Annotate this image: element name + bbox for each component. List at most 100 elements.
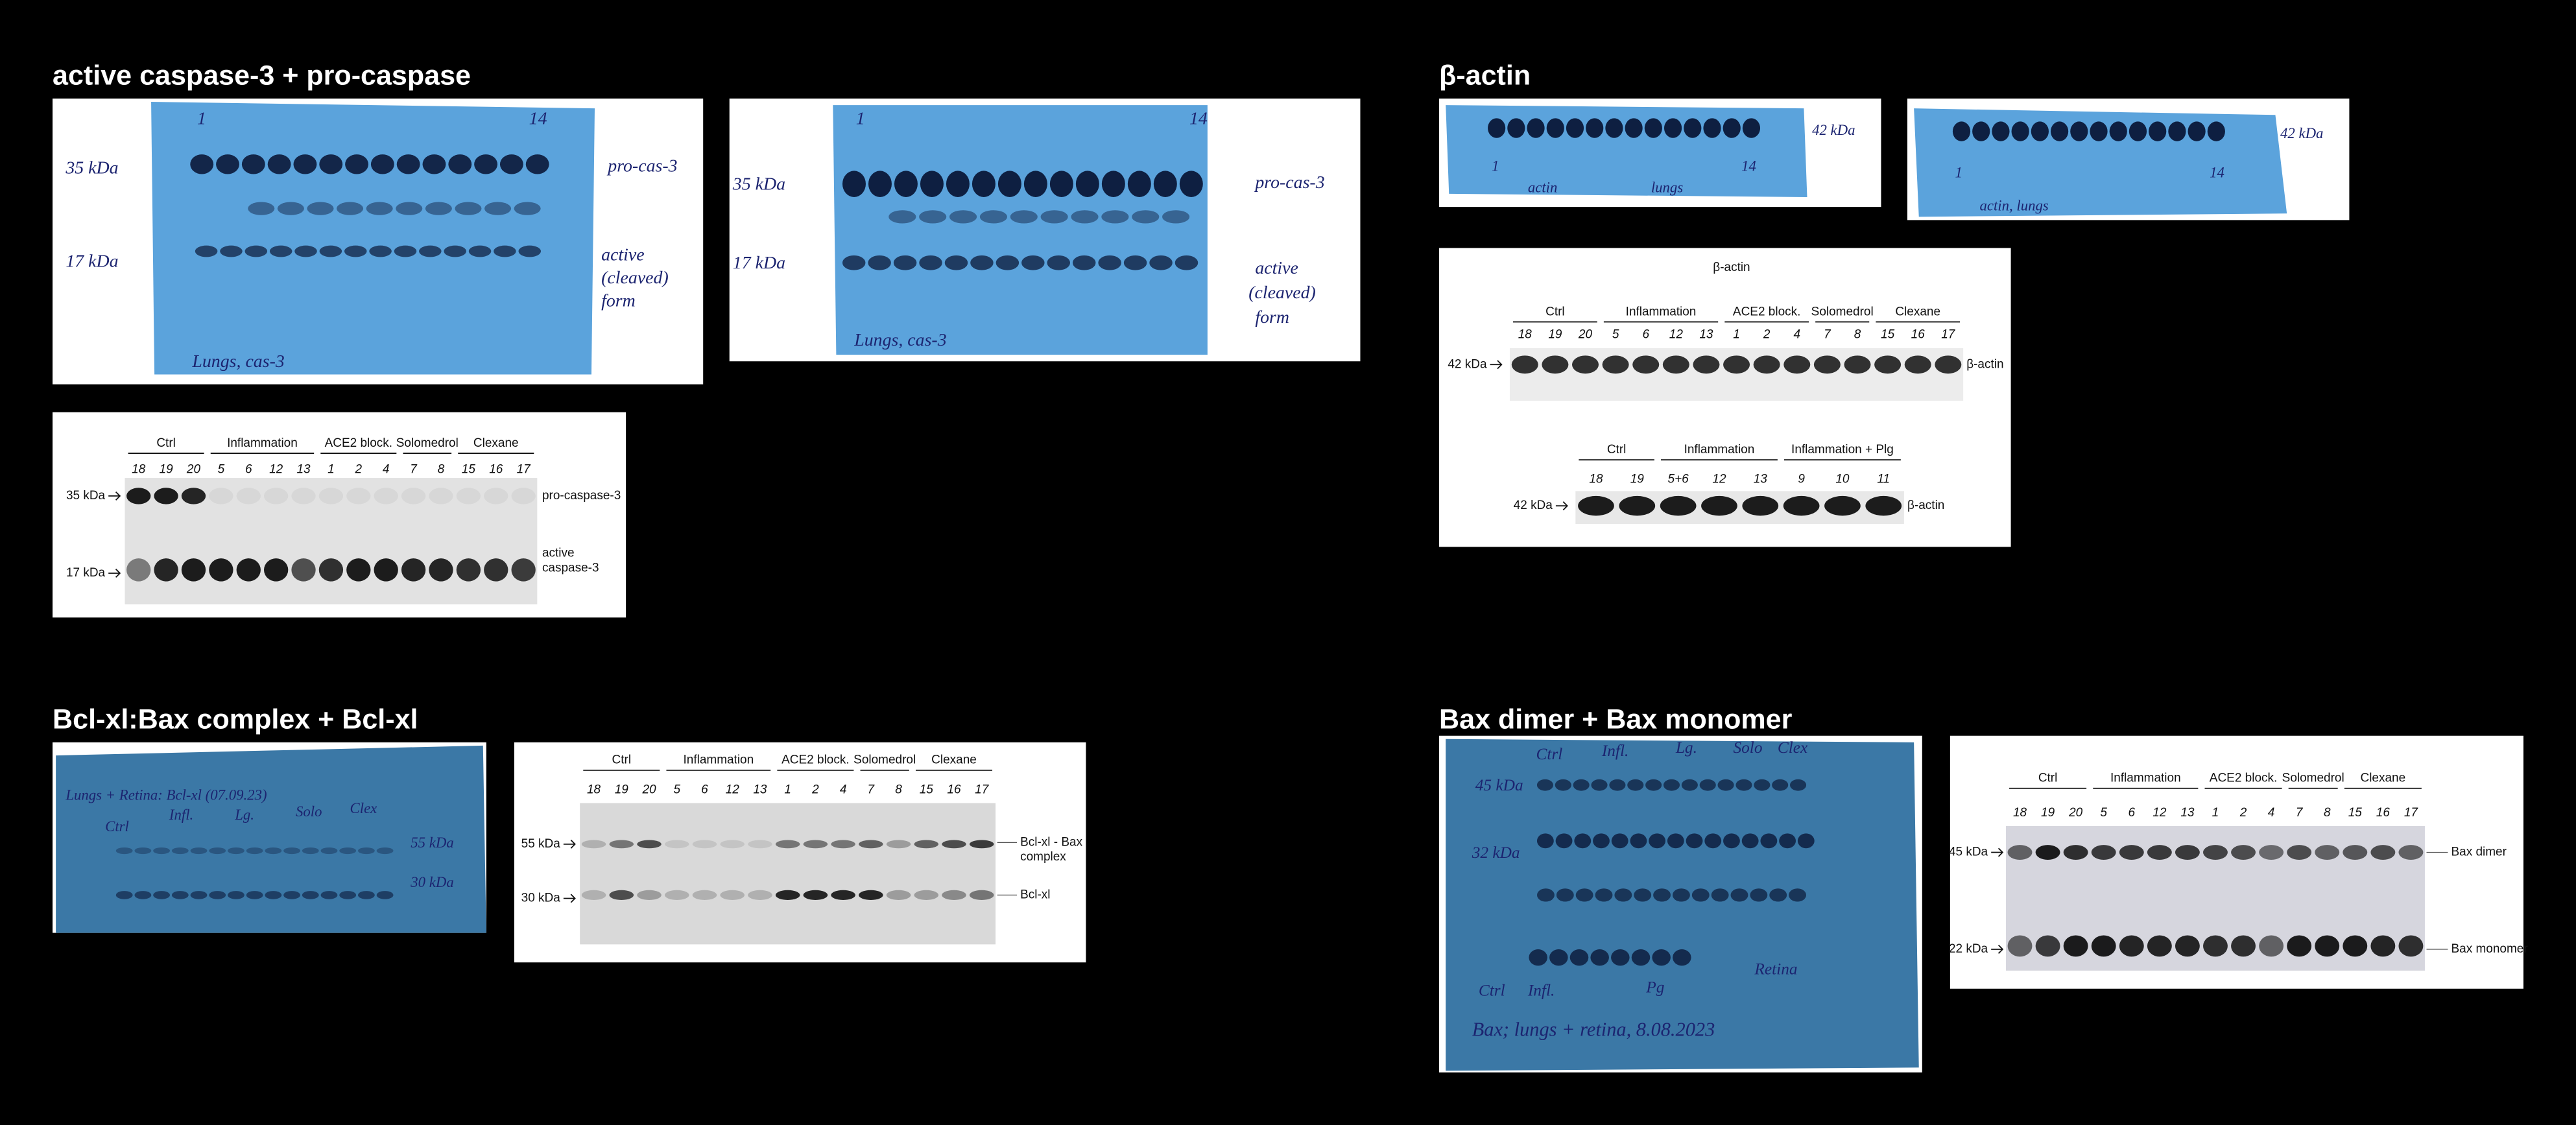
lane-label: 16 bbox=[2376, 806, 2391, 820]
band bbox=[1609, 779, 1626, 791]
band bbox=[1586, 118, 1604, 138]
membrane bbox=[151, 102, 595, 375]
band bbox=[1753, 355, 1780, 374]
lane-label: 2 bbox=[811, 783, 819, 796]
band bbox=[494, 245, 516, 257]
band bbox=[775, 890, 800, 900]
lane-label: 2 bbox=[1763, 328, 1771, 342]
handwritten-note: Lungs + Retina: Bcl-xl (07.09.23) bbox=[65, 787, 267, 803]
band bbox=[2315, 935, 2340, 957]
band bbox=[919, 210, 947, 224]
band bbox=[664, 840, 689, 849]
band bbox=[126, 558, 151, 582]
band bbox=[2119, 935, 2144, 957]
band bbox=[2370, 845, 2396, 860]
handwritten-note: (cleaved) bbox=[601, 268, 669, 288]
handwritten-note: lungs bbox=[1651, 180, 1684, 196]
section-title: active caspase-3 + pro-caspase bbox=[53, 60, 471, 91]
band bbox=[1703, 118, 1721, 138]
band bbox=[1904, 355, 1931, 374]
lane-label: 17 bbox=[1941, 328, 1956, 342]
handwritten-note: 35 kDa bbox=[65, 158, 118, 178]
band bbox=[1075, 171, 1099, 197]
handwritten-note: Infl. bbox=[1601, 742, 1629, 760]
band bbox=[1132, 210, 1160, 224]
band bbox=[2063, 845, 2088, 860]
lane-label: 8 bbox=[895, 783, 902, 796]
band bbox=[1789, 888, 1806, 902]
handwritten-note: 32 kDa bbox=[1472, 844, 1520, 862]
band bbox=[374, 488, 398, 504]
lane-label: 5 bbox=[218, 462, 225, 476]
band bbox=[1614, 888, 1632, 902]
band bbox=[236, 558, 261, 582]
band bbox=[1686, 833, 1703, 849]
lane-label: 6 bbox=[2128, 806, 2135, 820]
band-label: caspase-3 bbox=[542, 561, 599, 574]
handwritten-note: Ctrl bbox=[105, 818, 129, 835]
group-label: Clexane bbox=[2361, 772, 2406, 785]
band bbox=[277, 202, 304, 215]
lane-label: 19 bbox=[2041, 806, 2055, 820]
group-label: ACE2 block. bbox=[1733, 305, 1800, 318]
band bbox=[637, 890, 662, 900]
group-label: Inflammation bbox=[1626, 305, 1697, 318]
band bbox=[1488, 118, 1506, 138]
band bbox=[484, 558, 508, 582]
handwritten-note: Solo bbox=[1733, 739, 1762, 757]
band bbox=[1047, 255, 1071, 270]
band bbox=[692, 890, 717, 900]
band bbox=[209, 891, 226, 899]
lane-label: 5+6 bbox=[1668, 473, 1689, 486]
group-label: Solomedrol bbox=[2282, 772, 2344, 785]
band bbox=[339, 847, 357, 855]
band bbox=[455, 202, 482, 215]
band bbox=[236, 488, 261, 504]
lane-label: 10 bbox=[1835, 473, 1850, 486]
lane-label: 12 bbox=[1669, 328, 1684, 342]
section-title: Bax dimer + Bax monomer bbox=[1439, 704, 1793, 735]
band bbox=[1149, 255, 1173, 270]
band bbox=[2109, 121, 2127, 141]
membrane bbox=[56, 745, 486, 933]
lane-label: 4 bbox=[1793, 328, 1800, 342]
band bbox=[859, 890, 883, 900]
band bbox=[2063, 935, 2088, 957]
band bbox=[842, 171, 866, 197]
band bbox=[1573, 779, 1590, 791]
band bbox=[1790, 779, 1807, 791]
handwritten-note: Bax; lungs + retina, 8.08.2023 bbox=[1472, 1019, 1715, 1041]
group-label: Ctrl bbox=[612, 753, 632, 767]
band bbox=[1536, 779, 1553, 791]
band bbox=[1652, 949, 1671, 966]
band bbox=[1619, 495, 1656, 516]
band bbox=[2007, 845, 2033, 860]
band bbox=[448, 154, 472, 174]
band bbox=[1972, 121, 1990, 141]
band bbox=[425, 202, 452, 215]
band bbox=[1632, 355, 1660, 374]
handwritten-note: 55 kDa bbox=[411, 835, 453, 851]
band bbox=[115, 847, 133, 855]
lane-label: 1 bbox=[328, 462, 335, 476]
gel bbox=[580, 803, 996, 945]
band bbox=[1010, 210, 1038, 224]
band bbox=[1511, 355, 1538, 374]
band bbox=[154, 488, 178, 504]
band bbox=[153, 891, 171, 899]
band bbox=[2149, 121, 2167, 141]
handwritten-note: actin, lungs bbox=[1979, 197, 2048, 213]
band bbox=[1049, 171, 1073, 197]
band bbox=[969, 890, 994, 900]
band bbox=[1574, 833, 1592, 849]
band-label: Bax dimer bbox=[2451, 846, 2506, 859]
lane-label: 18 bbox=[2013, 806, 2027, 820]
band bbox=[2007, 935, 2033, 957]
band bbox=[468, 245, 492, 257]
marker-label: 45 kDa bbox=[1949, 846, 1988, 859]
band bbox=[914, 890, 939, 900]
band bbox=[1735, 779, 1752, 791]
handwritten-note: 1 bbox=[856, 108, 865, 128]
band bbox=[244, 245, 268, 257]
band bbox=[1021, 255, 1045, 270]
